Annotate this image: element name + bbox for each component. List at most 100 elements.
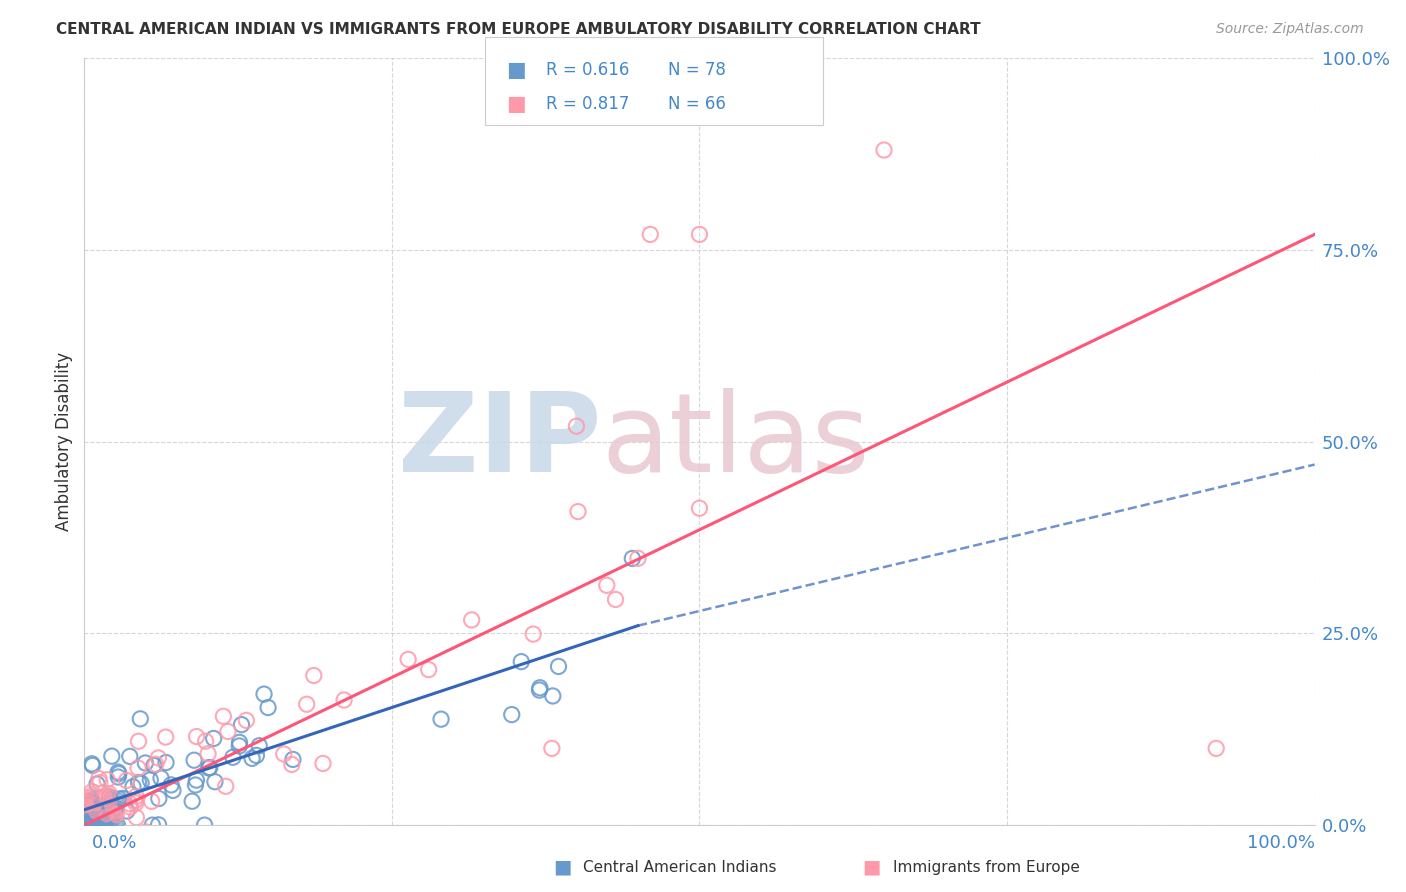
Point	[76, 818, 98, 832]
Point	[125, 811, 148, 825]
Text: ■: ■	[506, 60, 526, 79]
Point	[98, 797, 121, 811]
Point	[107, 829, 129, 843]
Point	[77, 796, 100, 810]
Point	[98, 789, 121, 804]
Point	[150, 771, 173, 785]
Point	[257, 700, 280, 714]
Point	[94, 833, 117, 847]
Point	[75, 797, 97, 811]
Point	[253, 687, 276, 701]
Point	[94, 833, 117, 847]
Point	[108, 792, 131, 806]
Point	[80, 756, 103, 771]
Point	[148, 751, 170, 765]
Point	[120, 800, 142, 814]
Point	[148, 791, 170, 805]
Point	[510, 655, 533, 669]
Point	[87, 803, 110, 817]
Point	[98, 797, 121, 811]
Point	[94, 818, 117, 832]
Point	[75, 808, 97, 822]
Point	[197, 761, 219, 775]
Point	[75, 818, 97, 832]
Point	[217, 724, 239, 739]
Point	[312, 756, 335, 771]
Text: 0.0%: 0.0%	[91, 834, 136, 852]
Point	[87, 833, 110, 847]
Point	[240, 751, 263, 765]
Point	[160, 778, 183, 792]
Point	[76, 790, 98, 805]
Point	[107, 829, 129, 843]
Point	[105, 808, 128, 822]
Point	[295, 697, 318, 711]
Point	[104, 805, 127, 819]
Point	[148, 818, 170, 832]
Point	[142, 758, 165, 772]
Point	[80, 794, 103, 808]
Point	[75, 797, 97, 811]
Y-axis label: Ambulatory Disability: Ambulatory Disability	[55, 352, 73, 531]
Point	[87, 833, 110, 847]
Point	[541, 689, 564, 703]
Text: Central American Indians: Central American Indians	[583, 860, 778, 874]
Point	[155, 730, 177, 744]
Point	[108, 766, 131, 780]
Point	[501, 707, 523, 722]
Point	[84, 805, 107, 819]
Point	[90, 818, 112, 832]
Point	[80, 793, 103, 807]
Point	[228, 739, 250, 753]
Point	[75, 833, 97, 847]
Point	[100, 814, 122, 828]
Point	[302, 668, 325, 682]
Point	[873, 143, 896, 157]
Point	[333, 693, 356, 707]
Point	[75, 805, 97, 820]
Text: 100.0%: 100.0%	[1247, 834, 1315, 852]
Point	[77, 796, 100, 810]
Text: CENTRAL AMERICAN INDIAN VS IMMIGRANTS FROM EUROPE AMBULATORY DISABILITY CORRELAT: CENTRAL AMERICAN INDIAN VS IMMIGRANTS FR…	[56, 22, 981, 37]
Point	[281, 757, 304, 772]
Point	[75, 818, 97, 832]
Point	[155, 756, 177, 770]
Point	[202, 731, 225, 746]
Point	[689, 227, 711, 242]
Point	[84, 797, 107, 812]
Point	[124, 793, 146, 807]
Point	[76, 797, 98, 812]
Point	[145, 757, 167, 772]
Point	[84, 818, 107, 832]
Point	[212, 709, 235, 723]
Point	[122, 780, 145, 794]
Point	[231, 717, 253, 731]
Point	[135, 825, 157, 839]
Point	[184, 778, 207, 792]
Point	[90, 832, 112, 847]
Point	[129, 712, 152, 726]
Point	[98, 787, 121, 801]
Point	[104, 805, 127, 819]
Point	[94, 818, 117, 832]
Point	[247, 739, 270, 753]
Point	[75, 805, 97, 820]
Point	[128, 775, 150, 789]
Point	[107, 765, 129, 780]
Point	[76, 790, 98, 805]
Point	[107, 770, 129, 784]
Point	[208, 833, 231, 847]
Point	[76, 818, 98, 832]
Point	[84, 805, 107, 819]
Point	[621, 551, 644, 566]
Point	[107, 818, 129, 832]
Point	[96, 772, 118, 787]
Point	[605, 592, 627, 607]
Point	[82, 758, 104, 772]
Text: ■: ■	[506, 95, 526, 114]
Point	[529, 683, 551, 698]
Point	[79, 810, 101, 824]
Point	[90, 818, 112, 832]
Point	[98, 789, 121, 804]
Point	[96, 805, 118, 820]
